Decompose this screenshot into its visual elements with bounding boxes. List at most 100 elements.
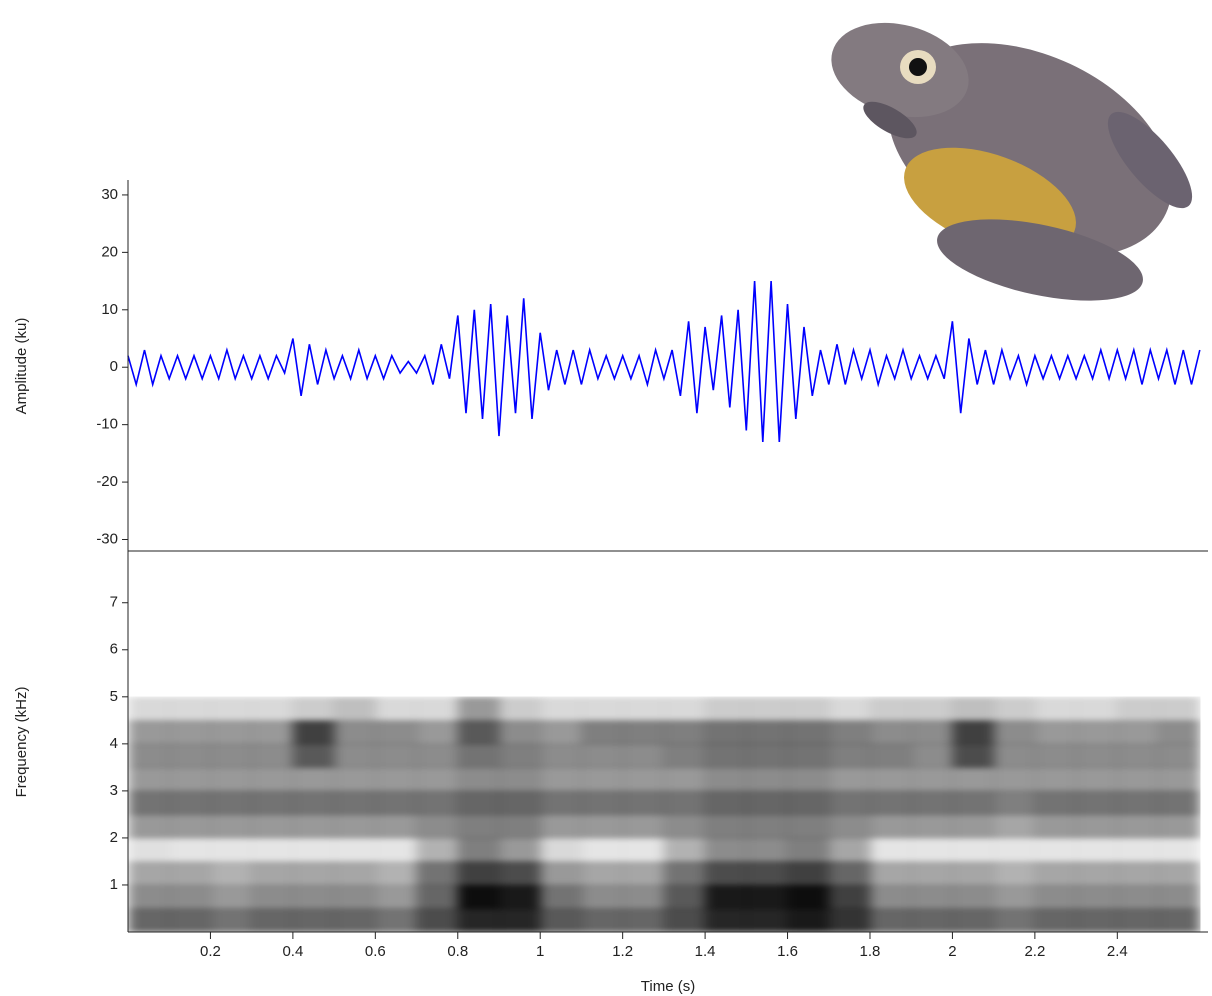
- spectrogram-cell: [251, 837, 294, 862]
- spectrogram-cell: [498, 814, 541, 839]
- spectrogram-cell: [498, 790, 541, 815]
- spectrogram-cell: [210, 743, 253, 768]
- spectrogram-cell: [169, 696, 211, 721]
- spectrogram-cell: [334, 837, 376, 862]
- spectrogram-cell: [581, 743, 624, 768]
- spectrogram-cell: [1034, 814, 1077, 839]
- spectrogram-cell: [952, 908, 995, 933]
- spectrogram-cell: [457, 696, 500, 721]
- spectrogram-cell: [993, 837, 1036, 862]
- spectrogram-cell: [416, 837, 459, 862]
- y-tick-label: 2: [110, 829, 118, 846]
- spectrogram-cell: [416, 908, 459, 933]
- spectrogram-cell: [869, 790, 912, 815]
- spectrogram-cell: [1117, 837, 1160, 862]
- spectrogram-cell: [869, 837, 912, 862]
- spectrogram-cell: [1158, 861, 1201, 886]
- spectrogram-cell: [292, 814, 335, 839]
- spectrogram-cell: [622, 861, 665, 886]
- spectrogram-cell: [292, 720, 335, 745]
- spectrogram-cell: [581, 908, 624, 933]
- spectrogram-cell: [828, 908, 871, 933]
- spectrogram-cell: [416, 720, 459, 745]
- spectrogram-cell: [498, 884, 541, 909]
- spectrogram-cell: [746, 696, 789, 721]
- spectrogram-cell: [663, 720, 706, 745]
- spectrogram-cell: [1034, 696, 1077, 721]
- spectrogram-cell: [787, 814, 830, 839]
- spectrogram-cell: [498, 837, 541, 862]
- x-tick-label: 2.4: [1107, 943, 1128, 960]
- spectrogram-cell: [334, 861, 376, 886]
- frog-photo: [831, 22, 1193, 301]
- spectrogram-cell: [292, 884, 335, 909]
- spectrogram-cell: [210, 696, 253, 721]
- spectrogram-cell: [1034, 720, 1077, 745]
- spectrogram-cell: [663, 814, 706, 839]
- spectrogram-cell: [1117, 790, 1160, 815]
- spectrogram-cell: [1034, 884, 1077, 909]
- spectrogram-cell: [869, 720, 912, 745]
- spectrogram-cell: [540, 767, 582, 792]
- spectrogram-cell: [993, 790, 1036, 815]
- spectrogram-cell: [210, 837, 253, 862]
- spectrogram-cell: [1117, 908, 1160, 933]
- spectrogram-cell: [251, 743, 294, 768]
- spectrogram-cell: [498, 743, 541, 768]
- spectrogram-cell: [952, 743, 995, 768]
- spectrogram-cell: [911, 837, 953, 862]
- spectrogram-cell: [869, 908, 912, 933]
- y-tick-label: 0: [110, 358, 118, 375]
- spectrogram-cell: [1034, 837, 1077, 862]
- spectrogram-cell: [251, 861, 294, 886]
- spectrogram-cell: [622, 743, 665, 768]
- spectrogram-cell: [787, 837, 830, 862]
- spectrogram-cell: [622, 837, 665, 862]
- spectrogram-cell: [869, 814, 912, 839]
- spectrogram-cell: [375, 814, 418, 839]
- spectrogram-cell: [705, 814, 747, 839]
- spectrogram-cell: [581, 790, 624, 815]
- spectrogram-cell: [375, 861, 418, 886]
- spectrogram-cell: [581, 696, 624, 721]
- spectrogram-cell: [251, 696, 294, 721]
- spectrogram-cell: [746, 814, 789, 839]
- spectrogram-cell: [1034, 790, 1077, 815]
- x-tick-label: 0.8: [447, 943, 468, 960]
- spectrogram-cell: [1076, 884, 1118, 909]
- y-tick-label: 30: [101, 186, 118, 203]
- spectrogram-cell: [952, 884, 995, 909]
- spectrogram-cell: [540, 861, 582, 886]
- spectrogram-cell: [210, 790, 253, 815]
- spectrogram-cell: [1117, 720, 1160, 745]
- spectrogram-cell: [869, 696, 912, 721]
- spectrogram-cell: [128, 767, 170, 792]
- spectrogram-cell: [251, 814, 294, 839]
- spectrogram-cell: [1076, 767, 1118, 792]
- spectrogram-cell: [375, 908, 418, 933]
- spectrogram-cell: [869, 743, 912, 768]
- x-tick-label: 0.4: [282, 943, 303, 960]
- x-tick-label: 2: [948, 943, 956, 960]
- spectrogram-cell: [169, 908, 211, 933]
- spectrogram-cell: [1076, 696, 1118, 721]
- spectrogram-cell: [375, 884, 418, 909]
- spectrogram-cell: [622, 790, 665, 815]
- spectrogram-cell: [416, 696, 459, 721]
- spectrogram-cell: [128, 837, 170, 862]
- spectrogram-cell: [1117, 861, 1160, 886]
- spectrogram-cell: [828, 720, 871, 745]
- spectrogram-cell: [416, 884, 459, 909]
- spectrogram-cell: [911, 743, 953, 768]
- spectrogram-cell: [334, 696, 376, 721]
- spectrogram-cell: [540, 837, 582, 862]
- spectrogram-cell: [911, 790, 953, 815]
- spectrogram-cell: [911, 696, 953, 721]
- spectrogram-cell: [622, 814, 665, 839]
- spectrogram-cell: [828, 767, 871, 792]
- spectrogram-cell: [1158, 767, 1201, 792]
- spectrogram-cell: [828, 814, 871, 839]
- y-tick-label: -20: [96, 473, 118, 490]
- spectrogram-cell: [663, 861, 706, 886]
- spectrogram-cell: [210, 908, 253, 933]
